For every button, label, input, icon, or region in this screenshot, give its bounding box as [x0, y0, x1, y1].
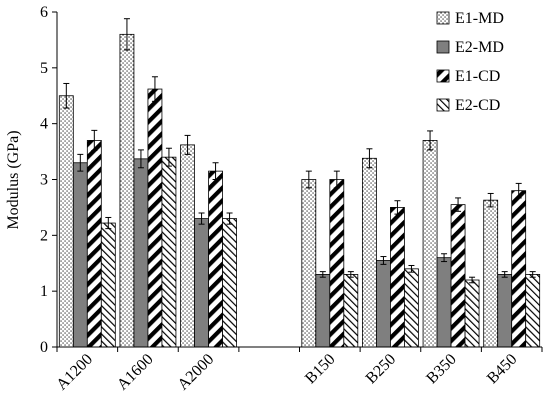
legend-label: E2-CD	[455, 97, 500, 114]
legend: E1-MD E2-MD E1-CD E2-CD	[436, 10, 504, 114]
y-axis: 0 1 2 3 4 5 6	[40, 4, 58, 356]
y-tick-label: 2	[40, 227, 48, 244]
y-tick-label: 6	[40, 4, 48, 21]
bar	[376, 260, 391, 348]
legend-swatch	[436, 98, 450, 112]
x-tick-label: B250	[363, 351, 400, 388]
bar	[464, 279, 480, 348]
legend-label: E1-CD	[455, 68, 500, 85]
bar	[525, 274, 541, 348]
x-tick-label: A2000	[175, 351, 218, 394]
bar	[390, 207, 405, 348]
bar	[147, 88, 163, 348]
x-tick-label: A1200	[53, 351, 96, 394]
bar	[329, 179, 345, 348]
y-tick-label: 3	[40, 172, 48, 189]
bar	[450, 204, 466, 348]
bar	[180, 144, 195, 348]
legend-label: E2-MD	[455, 39, 504, 56]
y-tick-label: 4	[40, 116, 48, 133]
bar	[119, 33, 135, 348]
bar	[343, 274, 359, 348]
bar	[58, 95, 74, 348]
bar	[362, 157, 377, 348]
x-tick-label: B350	[423, 351, 460, 388]
legend-swatch	[436, 11, 450, 25]
x-tick-label: B450	[484, 351, 521, 388]
legend-swatch	[436, 40, 450, 54]
bar	[100, 222, 116, 348]
bar	[161, 156, 177, 348]
bar	[301, 179, 317, 348]
x-tick-label: B150	[302, 351, 339, 388]
bar	[422, 140, 438, 348]
y-tick-label: 0	[40, 339, 48, 356]
y-tick-label: 5	[40, 60, 48, 77]
bar	[497, 274, 513, 348]
bar	[511, 190, 527, 348]
bar	[222, 218, 237, 348]
bar	[86, 140, 102, 348]
bar	[315, 274, 331, 348]
y-axis-title: Modulus (GPa)	[5, 130, 22, 229]
bar	[208, 170, 223, 348]
bar	[436, 257, 452, 348]
bar	[72, 162, 88, 348]
y-tick-label: 1	[40, 283, 48, 300]
legend-label: E1-MD	[455, 10, 504, 27]
x-axis: A1200 A1600 A2000 B150 B250 B350 B450	[53, 346, 543, 394]
bar	[483, 199, 499, 348]
bar	[194, 218, 209, 348]
legend-swatch	[436, 69, 450, 83]
bar	[404, 268, 419, 348]
x-tick-label: A1600	[114, 351, 157, 394]
bar	[133, 158, 149, 348]
